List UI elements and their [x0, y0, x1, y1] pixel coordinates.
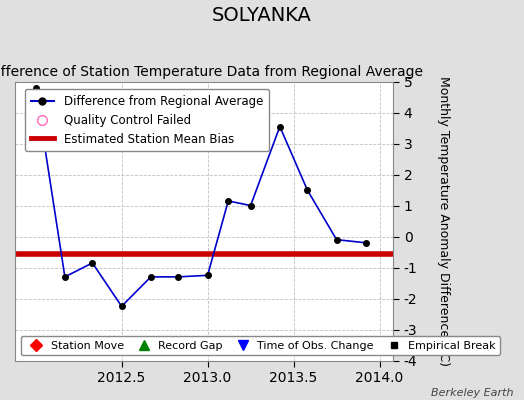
Text: SOLYANKA: SOLYANKA — [212, 6, 312, 25]
Legend: Station Move, Record Gap, Time of Obs. Change, Empirical Break: Station Move, Record Gap, Time of Obs. C… — [20, 336, 500, 355]
Y-axis label: Monthly Temperature Anomaly Difference (°C): Monthly Temperature Anomaly Difference (… — [437, 76, 450, 366]
Text: Berkeley Earth: Berkeley Earth — [431, 388, 514, 398]
Title: Difference of Station Temperature Data from Regional Average: Difference of Station Temperature Data f… — [0, 65, 423, 79]
